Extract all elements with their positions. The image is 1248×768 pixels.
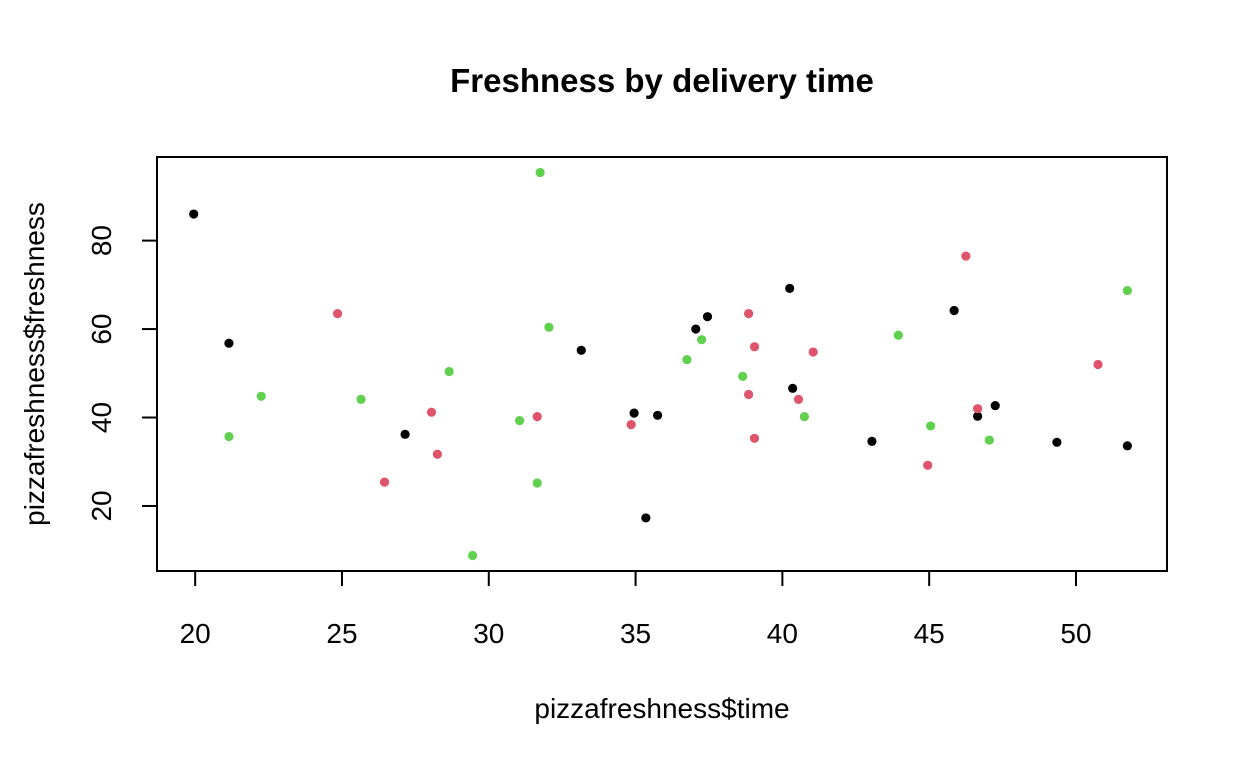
data-point [544,322,554,332]
data-point [893,330,903,340]
data-point [990,400,1000,411]
data-point [1122,285,1132,296]
data-point [973,411,983,421]
data-point [702,312,713,322]
data-point [973,404,983,414]
x-tick-label: 30 [473,618,504,649]
data-point [744,389,754,400]
y-tick-label: 80 [86,225,117,256]
x-axis-label: pizzafreshness$time [534,693,789,724]
series-2 [224,167,1132,561]
y-tick-label: 60 [86,313,117,344]
data-point [532,478,542,488]
data-point [1052,437,1062,447]
data-point [189,209,199,219]
data-point [749,342,760,352]
data-point [332,308,343,319]
data-point [400,429,410,439]
data-point [535,167,545,178]
y-tick-label: 40 [86,402,117,433]
data-point [576,345,586,355]
data-point [532,412,542,422]
data-point [515,416,525,426]
data-point [1122,441,1132,451]
y-axis: 20 40 60 80 [86,225,158,522]
data-point [444,366,454,377]
data-point [961,251,971,261]
data-point [923,460,933,470]
data-point [949,305,959,316]
data-point [984,435,994,445]
chart-title: Freshness by delivery time [450,62,874,99]
data-point [629,408,639,418]
series-0 [189,209,1132,523]
data-point [432,449,442,459]
y-tick-label: 20 [86,490,117,521]
data-point [356,394,366,404]
x-tick-label: 40 [767,618,798,649]
data-point [379,477,390,487]
data-point [1093,359,1103,370]
y-axis-label: pizzafreshness$freshness [19,202,50,526]
data-point [788,383,798,393]
x-tick-label: 25 [326,618,357,649]
points-layer [189,167,1132,561]
data-point [224,431,234,442]
data-point [749,433,760,443]
data-point [785,283,795,293]
data-point [926,421,936,431]
data-point [468,550,478,561]
data-point [224,338,234,348]
data-point [808,347,818,357]
data-point [652,410,663,420]
data-point [738,371,748,381]
data-point [256,391,266,401]
data-point [793,394,804,404]
plot-frame [156,156,1168,572]
data-point [744,308,754,319]
data-point [626,419,636,430]
data-point [697,335,707,345]
data-point [682,354,692,365]
x-axis: 20 25 30 35 40 45 50 [180,570,1092,649]
data-point [867,436,877,447]
x-tick-label: 20 [180,618,211,649]
data-point [641,513,651,523]
series-1 [332,251,1103,487]
data-point [799,412,809,422]
x-tick-label: 50 [1060,618,1091,649]
data-point [426,407,437,417]
x-tick-label: 45 [914,618,945,649]
x-tick-label: 35 [620,618,651,649]
data-point [691,324,701,334]
